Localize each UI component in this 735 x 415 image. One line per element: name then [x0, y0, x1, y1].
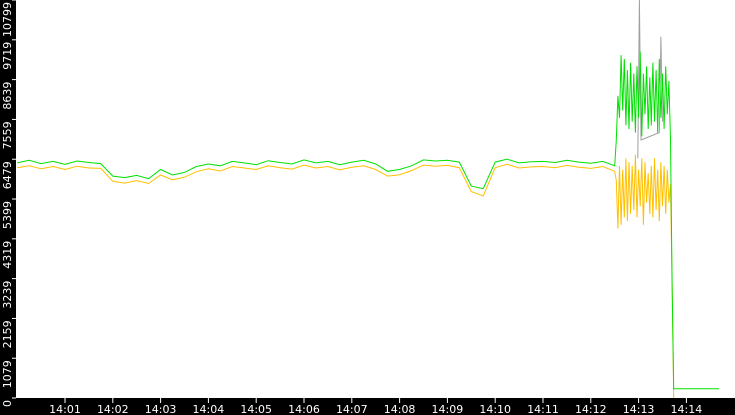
- y-tick-label: 0: [1, 400, 14, 407]
- x-tick-label: 14:12: [575, 403, 607, 415]
- series-layer: [17, 0, 720, 399]
- y-tick-label: 8639: [1, 82, 14, 110]
- y-axis-band: [0, 0, 16, 415]
- y-tick-label: 4319: [1, 241, 14, 269]
- y-tick-label: 9719: [1, 42, 14, 70]
- x-tick-label: 14:10: [479, 403, 511, 415]
- y-tick-label: 10799: [1, 2, 14, 37]
- y-tick-label: 1079: [1, 360, 14, 388]
- x-axis: 14:01 14:02 14:03 14:04 14:05 14:06 14:07 14:08…: [49, 398, 702, 415]
- series-line-1: [17, 51, 720, 390]
- x-tick-label: 14:02: [97, 403, 129, 415]
- y-tick-label: 5399: [1, 201, 14, 229]
- x-tick-label: 14:06: [288, 403, 320, 415]
- x-tick-label: 14:01: [49, 403, 81, 415]
- x-tick-label: 14:14: [671, 403, 703, 415]
- x-tick-label: 14:07: [336, 403, 368, 415]
- series-line-3: [637, 0, 663, 159]
- y-tick-label: 7559: [1, 121, 14, 149]
- x-tick-label: 14:11: [527, 403, 559, 415]
- x-tick-label: 14:13: [623, 403, 655, 415]
- x-axis-band: [0, 398, 735, 415]
- x-tick-label: 14:03: [145, 403, 177, 415]
- x-tick-label: 14:04: [193, 403, 225, 415]
- x-tick-label: 14:09: [432, 403, 464, 415]
- y-tick-label: 3239: [1, 281, 14, 309]
- x-tick-label: 14:05: [240, 403, 272, 415]
- y-tick-label: 6479: [1, 161, 14, 189]
- series-line-2: [17, 154, 675, 399]
- x-tick-label: 14:08: [384, 403, 416, 415]
- y-axis: 0 1079 2159 3239 4319 5399 6479 7559 8639 9719 107…: [1, 0, 16, 407]
- y-tick-label: 2159: [1, 320, 14, 348]
